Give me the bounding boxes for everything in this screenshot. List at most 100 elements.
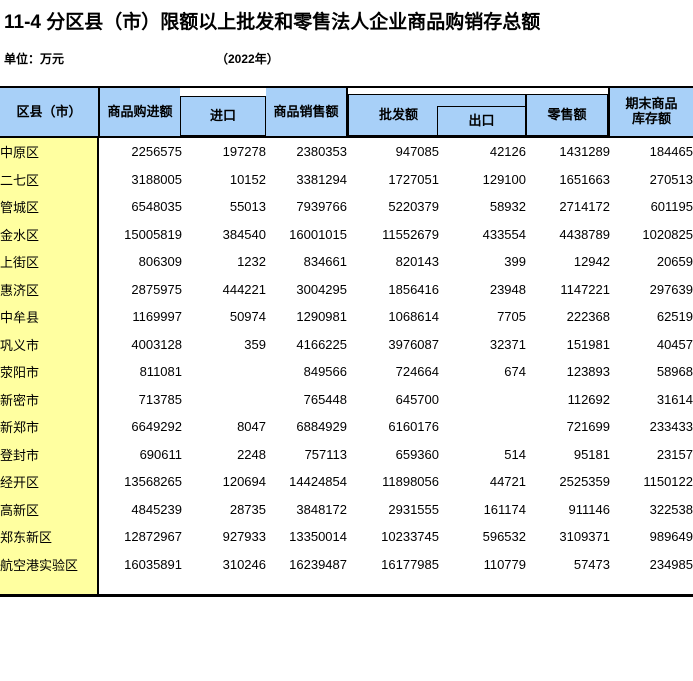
spacer-cell [526,578,610,594]
cell-retail: 112692 [526,385,610,413]
cell-sales: 4166225 [266,330,347,358]
cell-sales: 765448 [266,385,347,413]
cell-purchase: 811081 [98,358,182,386]
cell-sales: 13350014 [266,523,347,551]
cell-retail: 1651663 [526,165,610,193]
cell-retail: 1431289 [526,138,610,166]
cell-purchase: 12872967 [98,523,182,551]
region-name-cell: 惠济区 [0,275,99,303]
cell-retail: 1147221 [526,275,610,303]
region-name-cell: 中原区 [0,138,99,166]
cell-retail: 95181 [526,440,610,468]
spacer-cell [0,578,99,594]
cell-wholesale: 5220379 [347,193,439,221]
table-row: 新密市 713785 765448 645700 112692 31614 [0,385,693,413]
cell-import: 927933 [182,523,266,551]
cell-purchase: 1169997 [98,303,182,331]
cell-import: 8047 [182,413,266,441]
region-name-cell: 高新区 [0,495,99,523]
cell-purchase: 13568265 [98,468,182,496]
cell-export: 514 [439,440,526,468]
header-import: 进口 [180,96,266,136]
cell-purchase: 2256575 [98,138,182,166]
cell-retail: 57473 [526,550,610,578]
cell-export: 596532 [439,523,526,551]
header-export: 出口 [437,106,526,136]
region-name-cell: 巩义市 [0,330,99,358]
region-name-cell: 登封市 [0,440,99,468]
unit-label: 单位：万元 [4,52,65,66]
cell-wholesale: 947085 [347,138,439,166]
cell-wholesale: 3976087 [347,330,439,358]
table-row: 巩义市 4003128 359 4166225 3976087 32371 151981 40… [0,330,693,358]
region-name-cell: 郑东新区 [0,523,99,551]
cell-export: 44721 [439,468,526,496]
cell-retail: 4438789 [526,220,610,248]
spacer-cell [610,578,693,594]
table-row: 经开区 13568265 120694 14424854 11898056 44721 25… [0,468,693,496]
cell-import: 2248 [182,440,266,468]
cell-retail: 721699 [526,413,610,441]
cell-sales: 16239487 [266,550,347,578]
cell-import: 10152 [182,165,266,193]
region-name-cell: 中牟县 [0,303,99,331]
table-body-wrap: 中原区 2256575 197278 2380353 947085 42126 143128… [0,138,693,597]
cell-purchase: 2875975 [98,275,182,303]
table-row: 上街区 806309 1232 834661 820143 399 12942 20659 [0,248,693,276]
region-name-cell: 上街区 [0,248,99,276]
spacer-cell [98,578,182,594]
page-title: 11-4 分区县（市）限额以上批发和零售法人企业商品购销存总额 [4,12,541,33]
spacer-cell [347,578,439,594]
cell-purchase: 3188005 [98,165,182,193]
cell-retail: 3109371 [526,523,610,551]
cell-inventory: 322538 [610,495,693,523]
header-divider-2 [346,88,348,136]
region-name-cell: 航空港实验区 [0,550,99,578]
cell-import: 28735 [182,495,266,523]
cell-purchase: 4003128 [98,330,182,358]
cell-import: 384540 [182,220,266,248]
cell-purchase: 15005819 [98,220,182,248]
spacer-cell [439,578,526,594]
table-header: 区县（市） 商品购进额 进口 商品销售额 批发额 出口 零售额 期末商品 库存额 [0,86,693,138]
region-name-cell: 新郑市 [0,413,99,441]
subtitle-row: 单位：万元 （2022年） [0,50,693,72]
cell-purchase: 16035891 [98,550,182,578]
cell-import: 197278 [182,138,266,166]
cell-inventory: 62519 [610,303,693,331]
table-row: 二七区 3188005 10152 3381294 1727051 129100 16516… [0,165,693,193]
cell-retail: 151981 [526,330,610,358]
cell-retail: 123893 [526,358,610,386]
cell-retail: 2714172 [526,193,610,221]
cell-wholesale: 11898056 [347,468,439,496]
cell-inventory: 297639 [610,275,693,303]
cell-inventory: 58968 [610,358,693,386]
cell-export: 7705 [439,303,526,331]
region-name-cell: 金水区 [0,220,99,248]
cell-sales: 3381294 [266,165,347,193]
cell-export: 23948 [439,275,526,303]
cell-purchase: 690611 [98,440,182,468]
cell-export: 110779 [439,550,526,578]
cell-inventory: 20659 [610,248,693,276]
cell-sales: 14424854 [266,468,347,496]
cell-export: 674 [439,358,526,386]
region-name-cell: 管城区 [0,193,99,221]
table-row: 航空港实验区 16035891 310246 16239487 16177985 1107… [0,550,693,578]
spacer-cell [182,578,266,594]
region-name-cell: 荥阳市 [0,358,99,386]
header-retail: 零售额 [526,94,608,136]
table-row: 高新区 4845239 28735 3848172 2931555 161174 91114… [0,495,693,523]
cell-import: 1232 [182,248,266,276]
cell-inventory: 234985 [610,550,693,578]
cell-wholesale: 16177985 [347,550,439,578]
table-bottom-spacer [0,578,693,594]
cell-retail: 911146 [526,495,610,523]
cell-wholesale: 645700 [347,385,439,413]
cell-inventory: 1020825 [610,220,693,248]
cell-import: 310246 [182,550,266,578]
cell-sales: 1290981 [266,303,347,331]
cell-export: 433554 [439,220,526,248]
cell-inventory: 40457 [610,330,693,358]
